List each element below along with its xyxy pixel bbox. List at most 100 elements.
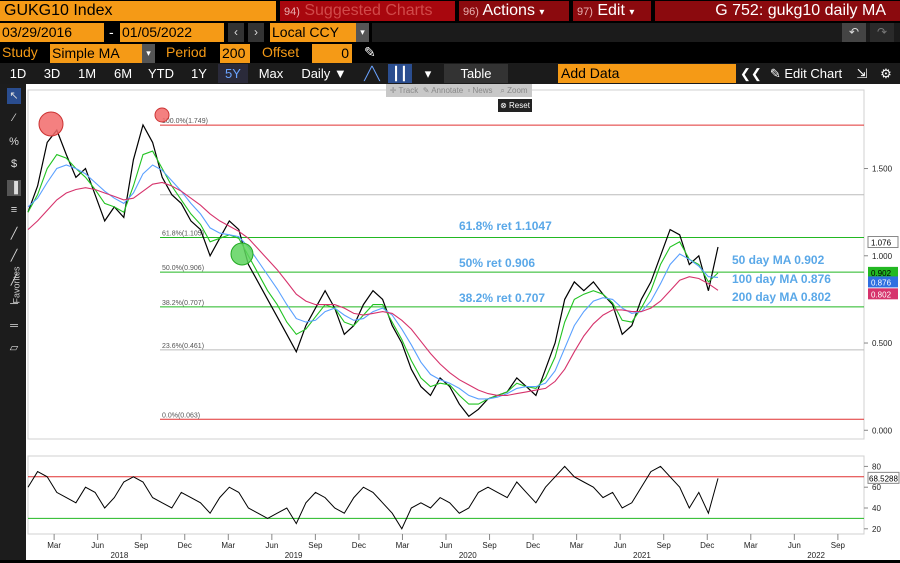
rsi-y-tick-label: 20 (872, 525, 881, 534)
track-label: Track (398, 86, 419, 95)
undo-icon[interactable]: ↶ (842, 23, 866, 42)
rsi-y-tick-label: 40 (872, 504, 881, 513)
main-plot-frame (27, 89, 865, 440)
edit-chart-pencil-icon: ✎ (769, 66, 781, 81)
fib-label: 100.0%(1.749) (162, 118, 208, 125)
line-chart-icon[interactable]: ╱╲ (364, 66, 380, 81)
reset-button[interactable]: ⊗ Reset (498, 99, 532, 112)
x-month-label: Mar (221, 541, 235, 550)
period-1m-button[interactable]: 1M (77, 66, 97, 81)
offset-label: Offset (262, 44, 300, 60)
currency-dropdown-icon[interactable]: ▾ (356, 23, 369, 42)
annotate-button[interactable]: ✎ Annotate (422, 84, 464, 97)
last-value-tag-label: 0.876 (871, 278, 892, 287)
fibonacci-tool-icon[interactable]: ≡ (10, 204, 18, 216)
news-label: News (472, 86, 493, 95)
next-period-button[interactable]: › (248, 23, 264, 42)
add-data-field[interactable]: Add Data (558, 64, 736, 83)
percent-tool-icon[interactable]: % (9, 136, 19, 148)
channel-tool-icon[interactable]: ▐ (7, 180, 21, 196)
x-month-label: Sep (482, 541, 497, 550)
y-tick-label: 1.500 (872, 165, 893, 174)
x-month-label: Mar (744, 541, 758, 550)
annotate-label: Annotate (431, 86, 464, 95)
offset-field[interactable]: 0 (312, 44, 352, 63)
last-value-tag (867, 236, 899, 249)
period-1y-button[interactable]: 1Y (191, 66, 207, 81)
x-month-label: Sep (134, 541, 149, 550)
start-date-field[interactable]: 03/29/2016 (0, 23, 104, 42)
period-max-button[interactable]: Max (258, 66, 284, 81)
suggested-charts-number: 94) (284, 6, 300, 18)
x-month-label: Mar (396, 541, 410, 550)
x-month-label: Sep (657, 541, 672, 550)
period-6m-button[interactable]: 6M (113, 66, 133, 81)
period-5y-button[interactable]: 5Y (218, 64, 248, 83)
reset-label: Reset (509, 101, 530, 110)
suggested-charts-label: Suggested Charts (304, 2, 433, 19)
hline2-tool-icon[interactable]: ═ (10, 320, 18, 332)
chart-area[interactable]: Mar Jun Sep Dec Mar Jun Sep Dec Mar Jun Sep Dec Mar J… (0, 84, 900, 560)
frequency-dropdown[interactable]: Daily ▼ (301, 66, 347, 81)
edit-button[interactable]: 97) Edit ▾ (573, 1, 651, 21)
series-line-200-day-ma (27, 181, 719, 396)
rsi-series-line (27, 465, 719, 530)
chart-toolbar: 1D 3D 1M 6M YTD 1Y 5Y Max Daily ▼ ╱╲ ┃┃ … (0, 63, 900, 84)
chart-title: G 752: gukg10 daily MA (655, 1, 900, 21)
last-value-tag-label: 0.902 (871, 269, 892, 278)
study-dropdown-icon[interactable]: ▾ (142, 44, 155, 63)
period-3d-button[interactable]: 3D (43, 66, 61, 81)
dollar-tool-icon[interactable]: $ (10, 158, 18, 170)
collapse-icon[interactable]: ❮❮ (740, 66, 762, 81)
hline-tool-icon[interactable]: ─ (10, 298, 18, 310)
end-date-field[interactable]: 01/05/2022 (120, 23, 224, 42)
x-month-label: Mar (47, 541, 61, 550)
pen-tool-icon[interactable]: ╱ (10, 228, 18, 240)
date-separator: - (109, 24, 114, 40)
period-ytd-button[interactable]: YTD (148, 66, 174, 81)
last-value-tag-label: 1.076 (871, 239, 892, 248)
bar-chart-icon[interactable]: ┃┃ (388, 64, 412, 83)
chart-options-icon[interactable]: ⇲ (856, 66, 868, 81)
zoom-button[interactable]: ⌕ Zoom (496, 84, 532, 97)
study-label: Study (2, 44, 38, 60)
redo-icon[interactable]: ↷ (870, 23, 894, 42)
gear-icon[interactable]: ⚙ (880, 66, 892, 81)
x-month-label: Sep (831, 541, 846, 550)
currency-field[interactable]: Local CCY (270, 23, 356, 42)
news-button[interactable]: ▫ News (464, 84, 496, 97)
rsi-plot-frame (27, 455, 865, 535)
annotation-label: 50 day MA 0.902 (732, 253, 825, 267)
prev-period-button[interactable]: ‹ (228, 23, 244, 42)
eraser-tool-icon[interactable]: ▱ (9, 342, 19, 354)
pencil-icon[interactable]: ✎ (364, 44, 376, 60)
last-value-tag (868, 276, 898, 288)
trend-tool-icon[interactable]: ╱ (10, 250, 18, 262)
ray-tool-icon[interactable]: ╱ (10, 274, 18, 286)
line-tool-icon[interactable]: ⁄ (13, 112, 15, 124)
suggested-charts-button[interactable]: 94) Suggested Charts (280, 1, 455, 21)
last-value-tag (868, 288, 898, 300)
x-year-label: 2022 (807, 551, 825, 560)
pointer-tool-icon[interactable]: ↖ (7, 88, 21, 104)
period-field[interactable]: 200 (220, 44, 250, 63)
edit-chart-label: Edit Chart (784, 66, 843, 81)
highlight-circle-top (38, 111, 64, 137)
table-button[interactable]: Table (444, 64, 508, 83)
zoom-label: Zoom (507, 86, 528, 95)
fib-label: 0.0%(0.063) (162, 412, 200, 419)
y-tick-label: 1.000 (872, 252, 893, 261)
actions-dropdown-icon: ▾ (539, 7, 545, 18)
edit-number: 97) (577, 6, 593, 18)
y-tick-label: 0.000 (872, 426, 893, 435)
chart-type-dropdown-icon[interactable]: ▾ (424, 66, 432, 81)
period-1d-button[interactable]: 1D (9, 66, 27, 81)
study-field[interactable]: Simple MA (50, 44, 142, 63)
x-year-label: 2019 (285, 551, 303, 560)
annotation-label: 50% ret 0.906 (459, 256, 535, 270)
track-button[interactable]: ✛ Track (386, 84, 422, 97)
edit-chart-button[interactable]: ✎ Edit Chart (764, 64, 848, 83)
ticker-field[interactable]: GUKG10 Index (0, 1, 276, 21)
actions-button[interactable]: 96) Actions ▾ (459, 1, 569, 21)
title-bar: GUKG10 Index 94) Suggested Charts 96) Ac… (0, 0, 900, 22)
